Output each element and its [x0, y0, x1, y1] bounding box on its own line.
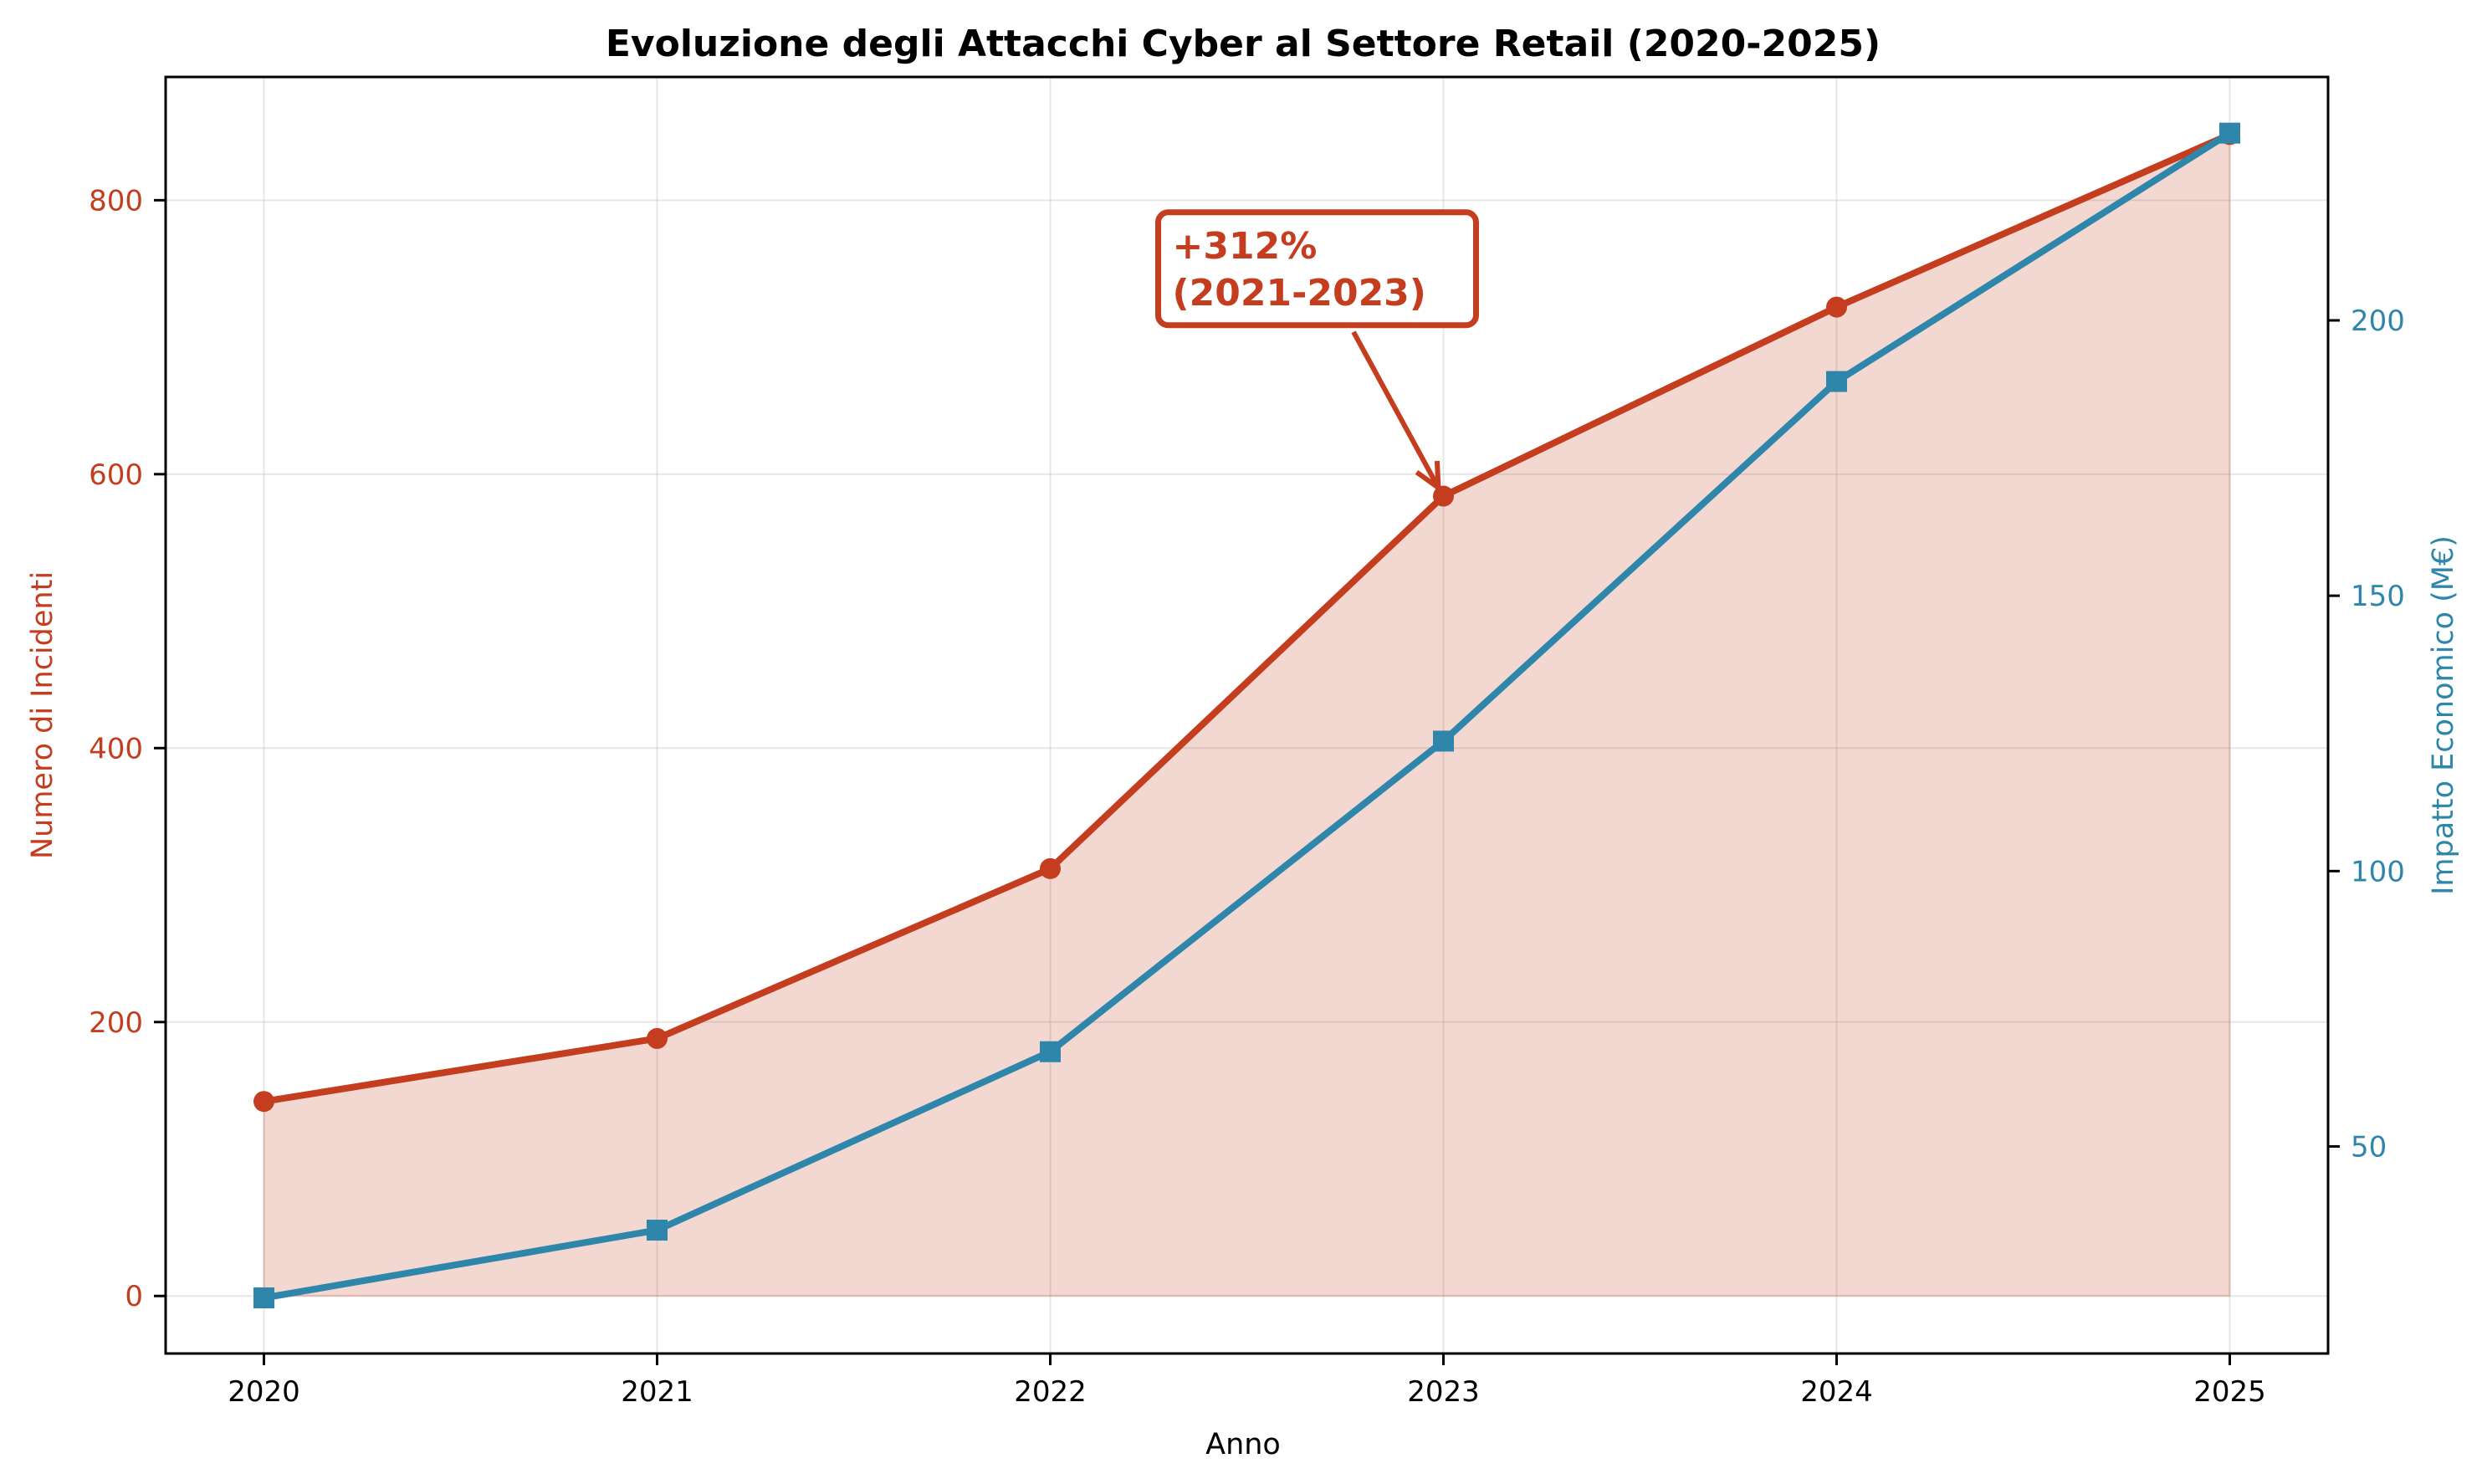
annotation-arrow [1351, 330, 1441, 489]
y-left-axis-label: Numero di Incidenti [26, 571, 59, 859]
series-0-point [253, 1091, 274, 1113]
axes-layer: 2020 2021 2022 2023 2024 2025 0 200 400 600 800 50 1… [89, 75, 2405, 1409]
y-left-tick-label: 400 [89, 732, 143, 765]
y-left-tick-label: 0 [125, 1280, 143, 1313]
y-right-tick-label: 50 [2351, 1130, 2387, 1164]
series-layer [253, 122, 2240, 1309]
x-tick-label: 2024 [1800, 1375, 1873, 1409]
plot-frame [164, 75, 2330, 1355]
y-right-tick-label: 100 [2351, 855, 2405, 888]
y-right-axis-label: Impatto Economico (M€) [2427, 535, 2460, 895]
series-1-point [1826, 371, 1847, 392]
x-tick-label: 2025 [2193, 1375, 2266, 1409]
x-tick-label: 2020 [228, 1375, 300, 1409]
grid [166, 77, 2328, 1354]
x-tick-label: 2021 [621, 1375, 693, 1409]
x-tick-label: 2023 [1407, 1375, 1480, 1409]
series-0-point [647, 1027, 668, 1049]
x-tick-label: 2022 [1014, 1375, 1087, 1409]
series-1-line [260, 130, 2234, 1302]
series-1-point [1433, 730, 1454, 752]
annotation-layer: +312%(2021-2023) [1155, 209, 1479, 491]
y-right-tick-label: 150 [2351, 580, 2405, 613]
series-0-point [1826, 296, 1847, 318]
series-1-point [1040, 1041, 1061, 1062]
y-left-tick-label: 200 [89, 1006, 143, 1040]
series-1-point [253, 1287, 274, 1309]
chart-title: Evoluzione degli Attacchi Cyber al Setto… [606, 23, 1881, 65]
y-left-tick-label: 800 [89, 184, 143, 217]
annotation-text: (2021-2023) [1173, 272, 1426, 315]
y-right-tick-label: 200 [2351, 304, 2405, 338]
x-axis-label: Anno [1205, 1428, 1281, 1461]
series-1-point [647, 1220, 668, 1241]
series-0-line [260, 130, 2234, 1105]
y-left-tick-label: 600 [89, 458, 143, 492]
annotation-box [1155, 209, 1479, 329]
series-0-point [1433, 485, 1454, 507]
series-0-point [1040, 857, 1061, 879]
annotation-text: +312% [1173, 225, 1318, 268]
annotation-arrowhead [1415, 460, 1441, 491]
series-1-point [2219, 122, 2240, 144]
